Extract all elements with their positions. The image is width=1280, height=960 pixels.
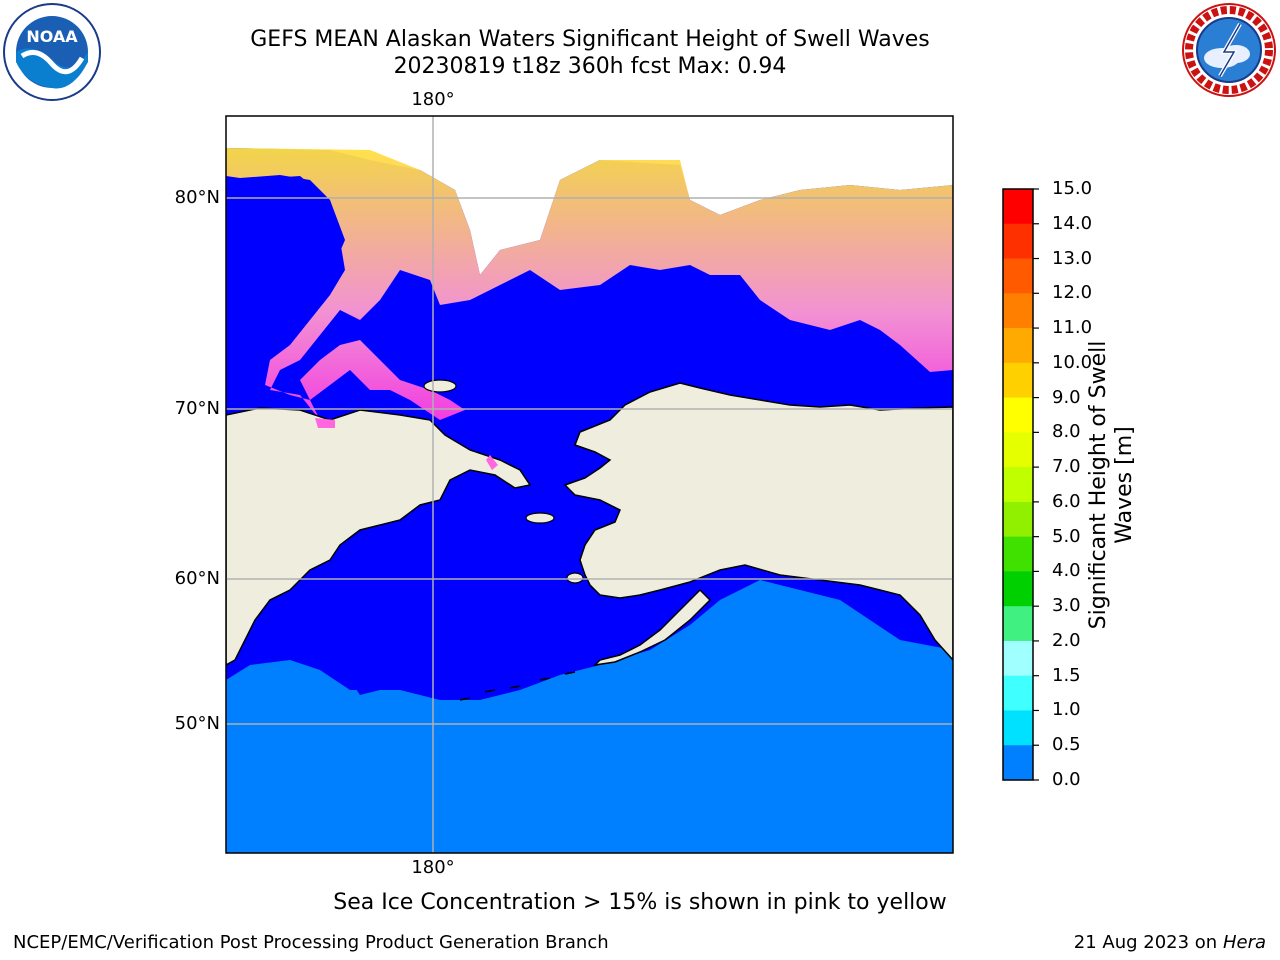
colorbar-cell bbox=[1003, 710, 1033, 746]
colorbar-tick-label: 4.0 bbox=[1052, 560, 1081, 582]
colorbar-cell bbox=[1003, 501, 1033, 538]
lon-label-bottom: 180° bbox=[411, 857, 455, 878]
colorbar-cell bbox=[1003, 536, 1033, 572]
colorbar-cell bbox=[1003, 258, 1033, 294]
colorbar-cell bbox=[1003, 189, 1033, 225]
colorbar-cell bbox=[1003, 571, 1033, 607]
colorbar-tick-label: 14.0 bbox=[1052, 212, 1093, 234]
colorbar-tick-label: 12.0 bbox=[1052, 282, 1093, 304]
lon-label-top: 180° bbox=[411, 89, 455, 110]
colorbar-tick-label: 0.0 bbox=[1052, 769, 1081, 790]
colorbar-tick-label: 11.0 bbox=[1052, 317, 1093, 339]
colorbar-cell bbox=[1003, 640, 1033, 677]
map-frame bbox=[225, 115, 954, 854]
colorbar-cell bbox=[1003, 675, 1033, 711]
lat-label-70: 70°N bbox=[174, 398, 220, 419]
footer-branch: NCEP/EMC/Verification Post Processing Pr… bbox=[13, 932, 609, 953]
colorbar-tick-label: 2.0 bbox=[1052, 629, 1081, 651]
colorbar-cell bbox=[1003, 328, 1033, 364]
sea-ice-note: Sea Ice Concentration > 15% is shown in … bbox=[333, 890, 947, 915]
lat-label-50: 50°N bbox=[174, 713, 220, 734]
colorbar-tick-label: 8.0 bbox=[1052, 421, 1081, 443]
footer-host: Hera bbox=[1222, 932, 1266, 953]
colorbar-tick-label: 0.5 bbox=[1052, 734, 1081, 756]
colorbar-tick-label: 10.0 bbox=[1052, 351, 1093, 373]
land-nunivak-island bbox=[566, 572, 584, 584]
colorbar-cell bbox=[1003, 293, 1033, 329]
chart-title: GEFS MEAN Alaskan Waters Significant Hei… bbox=[250, 27, 930, 52]
noaa-logo: NOAA bbox=[3, 3, 101, 101]
land-siberia bbox=[226, 407, 532, 666]
colorbar-tick-label: 1.5 bbox=[1052, 664, 1081, 686]
colorbar-cell bbox=[1003, 745, 1033, 781]
colorbar-cell bbox=[1003, 467, 1033, 503]
colorbar-tick-label: 1.0 bbox=[1052, 699, 1081, 721]
colorbar-tick-label: 3.0 bbox=[1052, 595, 1081, 617]
land-st-lawrence-island bbox=[525, 512, 555, 524]
sea-ice-coast bbox=[315, 418, 498, 470]
colorbar-tick-label: 6.0 bbox=[1052, 490, 1081, 512]
colorbar-tick-label: 15.0 bbox=[1052, 178, 1093, 199]
arctic-open-water bbox=[226, 176, 345, 370]
footer-date: 21 Aug 2023 on Hera bbox=[1074, 932, 1266, 953]
land-alaska-peninsula bbox=[592, 588, 712, 667]
nws-logo bbox=[1182, 3, 1276, 97]
lat-label-60: 60°N bbox=[174, 568, 220, 589]
colorbar-label: Significant Height of Swell Waves [m] bbox=[1086, 340, 1137, 630]
ocean-swell-low-patches bbox=[350, 595, 575, 695]
colorbar-cell bbox=[1003, 606, 1033, 642]
colorbar-tick-label: 13.0 bbox=[1052, 247, 1093, 269]
colorbar-cell bbox=[1003, 223, 1033, 260]
graticule bbox=[226, 116, 953, 853]
colorbar-cell bbox=[1003, 362, 1033, 399]
chart-subtitle: 20230819 t18z 360h fcst Max: 0.94 bbox=[393, 54, 787, 79]
arctic-open-water-2 bbox=[450, 285, 953, 410]
colorbar-tick-label: 7.0 bbox=[1052, 456, 1081, 478]
lat-label-80: 80°N bbox=[174, 187, 220, 208]
land-wrangel-island bbox=[423, 379, 457, 393]
colorbar-cell bbox=[1003, 397, 1033, 433]
land-aleutian-islands bbox=[459, 671, 576, 701]
sea-ice-white bbox=[226, 116, 953, 275]
footer-date-text: 21 Aug 2023 on bbox=[1073, 932, 1218, 953]
colorbar-tick-label: 9.0 bbox=[1052, 386, 1081, 408]
sea-ice-edge bbox=[226, 148, 953, 420]
colorbar-cell bbox=[1003, 432, 1033, 468]
colorbar-frame bbox=[1002, 188, 1034, 781]
noaa-logo-text: NOAA bbox=[26, 27, 78, 46]
colorbar-tick-label: 5.0 bbox=[1052, 525, 1081, 547]
